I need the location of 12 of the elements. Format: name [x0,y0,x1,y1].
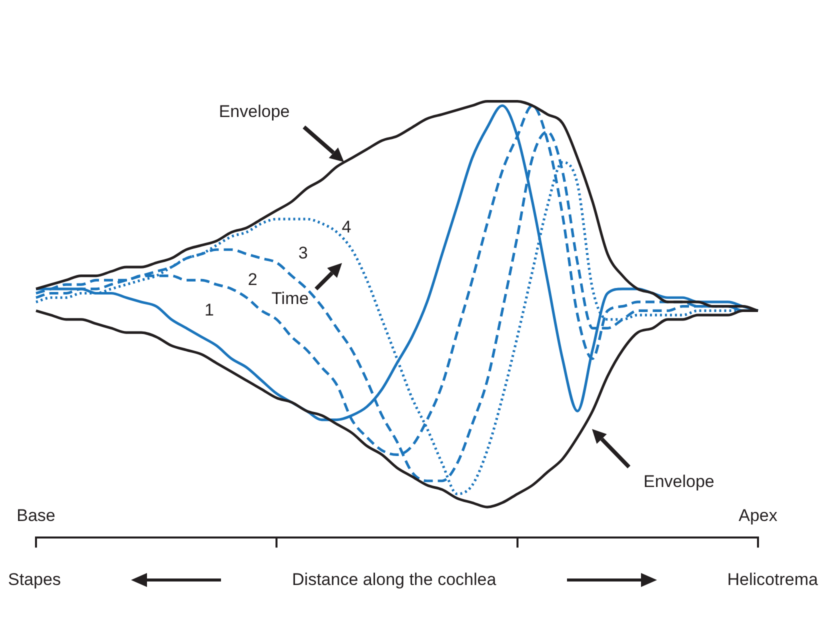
x-axis-title: Distance along the cochlea [292,570,496,590]
series-label: 4 [342,217,352,236]
text: Helicotrema [727,570,818,590]
text: Stapes [8,570,61,590]
annotation: Apex [738,506,778,526]
series-label: 2 [248,270,258,289]
series-label: 1 [204,300,214,320]
series-label: 3 [298,244,308,263]
annotation: Envelope [643,472,714,492]
annotation: Base [16,506,56,526]
annotation: Envelope [218,102,290,122]
annotation: Time [272,288,309,309]
